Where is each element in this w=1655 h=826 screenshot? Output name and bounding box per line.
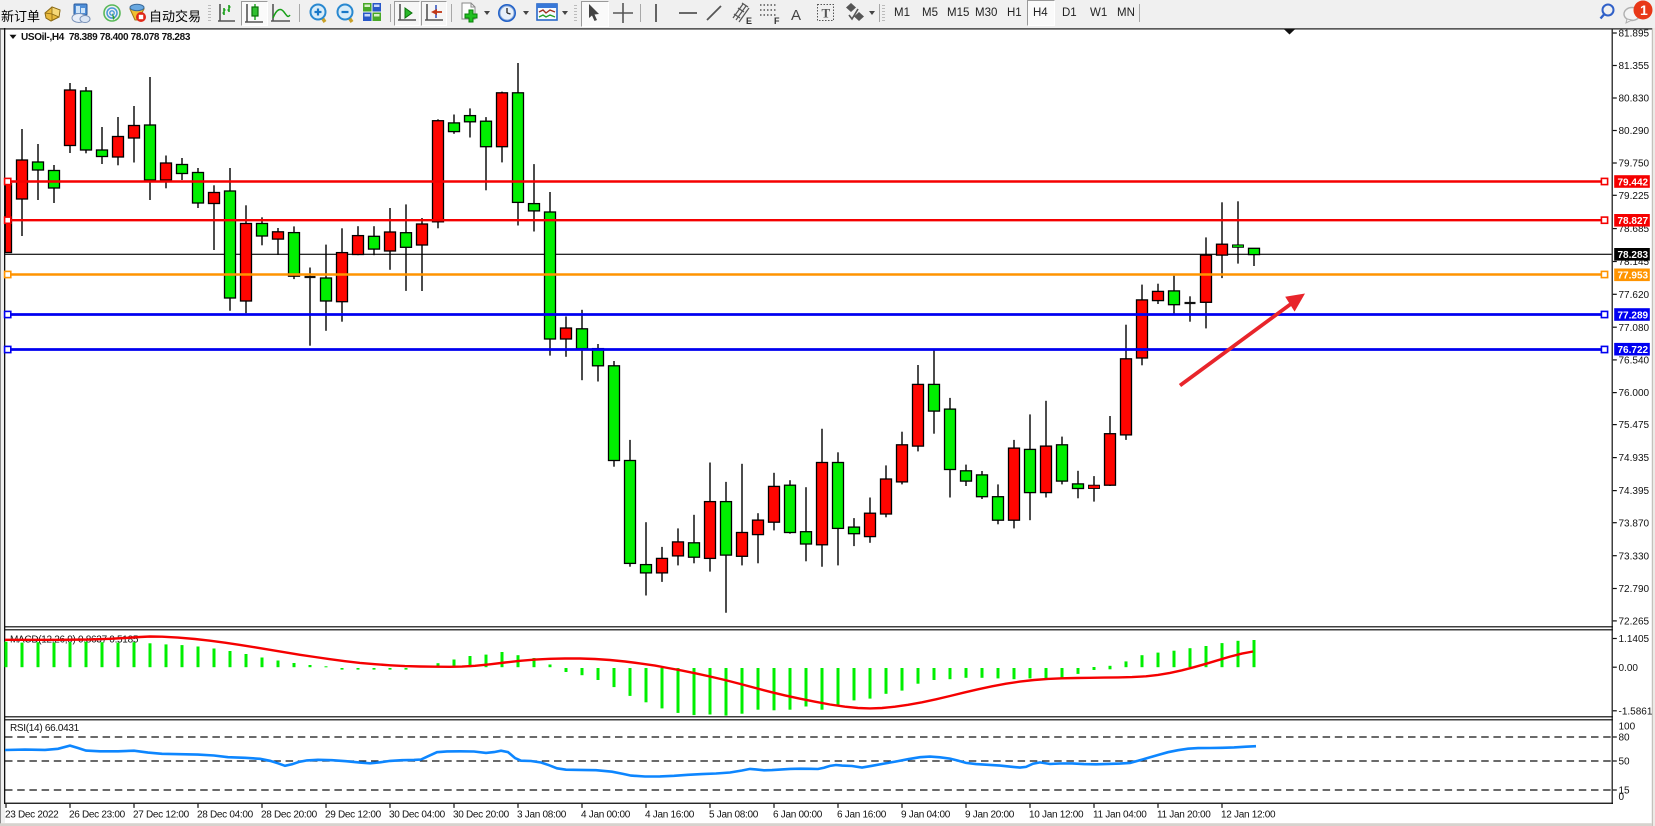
svg-text:72.790: 72.790 — [1619, 584, 1650, 595]
svg-text:6 Jan 16:00: 6 Jan 16:00 — [837, 810, 887, 821]
svg-text:81.355: 81.355 — [1619, 61, 1650, 72]
svg-text:73.870: 73.870 — [1619, 518, 1650, 529]
svg-text:78.283: 78.283 — [1618, 250, 1649, 261]
svg-text:5 Jan 08:00: 5 Jan 08:00 — [709, 810, 759, 821]
svg-text:78.685: 78.685 — [1619, 224, 1650, 235]
svg-text:76.722: 76.722 — [1618, 345, 1649, 356]
svg-text:75.475: 75.475 — [1619, 420, 1650, 431]
svg-text:78.827: 78.827 — [1618, 216, 1649, 227]
svg-text:6 Jan 00:00: 6 Jan 00:00 — [773, 810, 823, 821]
svg-text:77.080: 77.080 — [1619, 323, 1650, 334]
svg-text:26 Dec 23:00: 26 Dec 23:00 — [69, 810, 126, 821]
svg-text:9 Jan 20:00: 9 Jan 20:00 — [965, 810, 1015, 821]
svg-text:12 Jan 12:00: 12 Jan 12:00 — [1221, 810, 1276, 821]
svg-text:74.395: 74.395 — [1619, 486, 1650, 497]
svg-text:81.895: 81.895 — [1619, 29, 1650, 40]
svg-text:RSI(14) 66.0431: RSI(14) 66.0431 — [10, 723, 80, 734]
svg-text:77.289: 77.289 — [1618, 310, 1649, 321]
svg-text:100: 100 — [1619, 722, 1636, 733]
svg-text:77.620: 77.620 — [1619, 290, 1650, 301]
svg-text:72.265: 72.265 — [1619, 617, 1650, 628]
svg-text:11 Jan 20:00: 11 Jan 20:00 — [1157, 810, 1211, 821]
svg-text:30 Dec 20:00: 30 Dec 20:00 — [453, 810, 510, 821]
svg-text:73.330: 73.330 — [1619, 551, 1650, 562]
svg-text:F: F — [774, 16, 780, 26]
svg-text:15: 15 — [1619, 786, 1631, 797]
svg-text:80: 80 — [1619, 733, 1631, 744]
svg-text:74.935: 74.935 — [1619, 453, 1650, 464]
svg-text:79.750: 79.750 — [1619, 159, 1650, 170]
svg-text:9 Jan 04:00: 9 Jan 04:00 — [901, 810, 951, 821]
svg-text:4 Jan 16:00: 4 Jan 16:00 — [645, 810, 695, 821]
svg-text:1.1405: 1.1405 — [1619, 634, 1650, 645]
svg-text:E: E — [746, 16, 752, 26]
svg-text:USOil-,H4 78.389 78.400 78.07: USOil-,H4 78.389 78.400 78.078 78.283 — [21, 32, 191, 43]
svg-text:T: T — [822, 6, 831, 21]
svg-text:29 Dec 12:00: 29 Dec 12:00 — [325, 810, 382, 821]
svg-text:0: 0 — [1619, 792, 1625, 803]
svg-text:80.830: 80.830 — [1619, 94, 1650, 105]
svg-text:76.540: 76.540 — [1619, 356, 1650, 367]
svg-text:76.000: 76.000 — [1619, 388, 1650, 399]
svg-text:1: 1 — [1640, 2, 1648, 18]
svg-text:3 Jan 08:00: 3 Jan 08:00 — [517, 810, 567, 821]
svg-text:4 Jan 00:00: 4 Jan 00:00 — [581, 810, 631, 821]
svg-text:10 Jan 12:00: 10 Jan 12:00 — [1029, 810, 1084, 821]
svg-text:28 Dec 20:00: 28 Dec 20:00 — [261, 810, 318, 821]
svg-text:79.225: 79.225 — [1619, 191, 1650, 202]
svg-text:50: 50 — [1619, 757, 1631, 768]
svg-text:11 Jan 04:00: 11 Jan 04:00 — [1093, 810, 1147, 821]
svg-text:80.290: 80.290 — [1619, 126, 1650, 137]
svg-text:79.442: 79.442 — [1618, 177, 1649, 188]
svg-text:0.00: 0.00 — [1619, 663, 1639, 674]
svg-text:77.953: 77.953 — [1618, 271, 1649, 282]
svg-text:23 Dec 2022: 23 Dec 2022 — [5, 810, 59, 821]
svg-text:78.145: 78.145 — [1619, 257, 1650, 268]
svg-text:28 Dec 04:00: 28 Dec 04:00 — [197, 810, 254, 821]
svg-text:30 Dec 04:00: 30 Dec 04:00 — [389, 810, 446, 821]
svg-text:27 Dec 12:00: 27 Dec 12:00 — [133, 810, 190, 821]
svg-text:-1.5861: -1.5861 — [1619, 706, 1653, 717]
